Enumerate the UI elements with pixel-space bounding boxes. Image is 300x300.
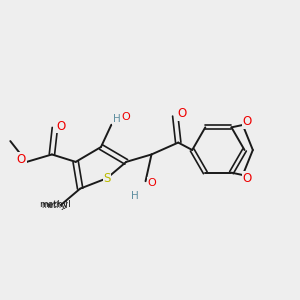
Text: H: H bbox=[131, 191, 139, 201]
Text: S: S bbox=[103, 172, 111, 185]
Text: methyl: methyl bbox=[40, 200, 71, 209]
Text: O: O bbox=[17, 153, 26, 166]
Text: O: O bbox=[243, 116, 252, 128]
Text: O: O bbox=[57, 120, 66, 133]
Text: O: O bbox=[122, 112, 130, 122]
Text: H: H bbox=[113, 114, 121, 124]
Text: O: O bbox=[148, 178, 157, 188]
Text: O: O bbox=[177, 107, 186, 120]
Text: O: O bbox=[243, 172, 252, 184]
Text: methyl: methyl bbox=[41, 201, 68, 210]
